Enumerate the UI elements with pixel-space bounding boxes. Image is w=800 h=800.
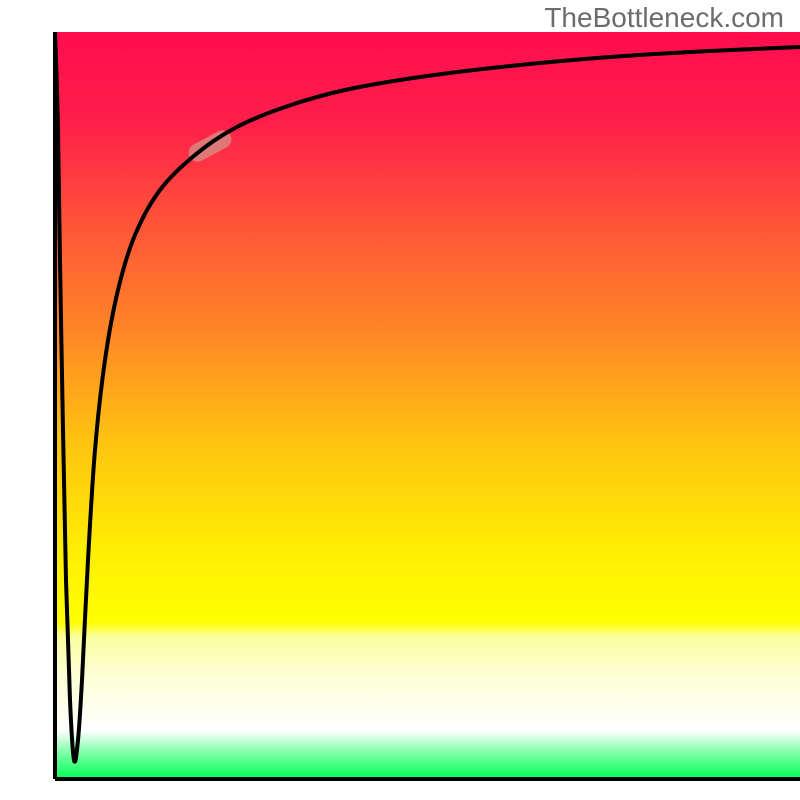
chart-svg — [0, 0, 800, 800]
watermark-text: TheBottleneck.com — [544, 2, 784, 34]
chart-container: TheBottleneck.com — [0, 0, 800, 800]
plot-background — [55, 32, 800, 779]
